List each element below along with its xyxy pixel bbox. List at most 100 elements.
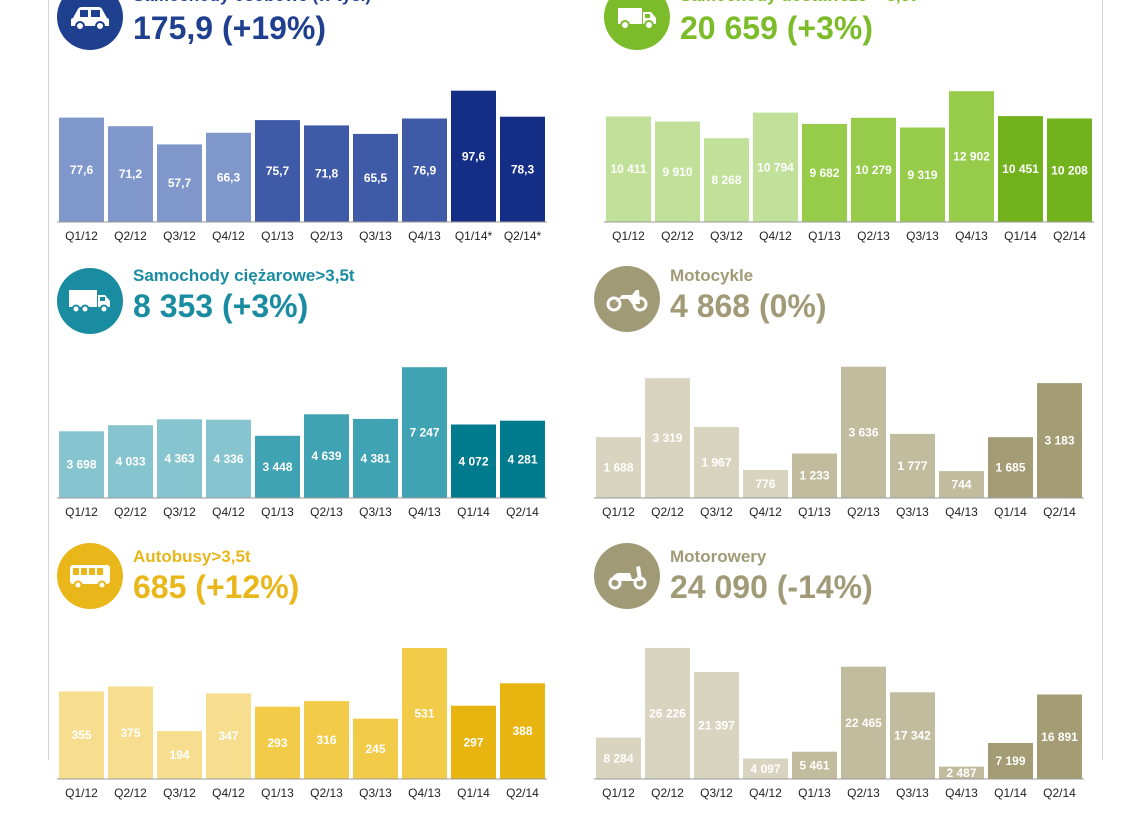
bus-icon	[70, 565, 110, 590]
x-tick-label: Q1/13	[261, 786, 294, 800]
data-label: 65,5	[364, 171, 388, 185]
bar	[500, 420, 545, 498]
data-label: 4 363	[164, 452, 194, 466]
bar	[206, 419, 251, 498]
data-label: 9 910	[662, 165, 692, 179]
x-tick-label: Q4/13	[408, 229, 441, 243]
bar	[606, 116, 651, 222]
icon-badge	[604, 0, 670, 50]
bar	[988, 437, 1033, 498]
x-tick-label: Q2/12	[651, 786, 684, 800]
data-label: 10 794	[757, 160, 794, 174]
x-tick-label: Q1/14*	[455, 229, 493, 243]
data-label: 194	[169, 748, 189, 762]
category-name: Samochody ciężarowe>3,5t	[133, 266, 355, 285]
data-label: 77,6	[70, 163, 94, 177]
x-tick-label: Q1/14	[457, 505, 490, 519]
bar	[949, 91, 994, 222]
icon-badge	[594, 266, 660, 332]
x-tick-label: Q2/14	[1043, 505, 1076, 519]
data-label: 245	[365, 742, 385, 756]
x-tick-label: Q4/12	[749, 786, 782, 800]
x-tick-label: Q1/12	[65, 786, 98, 800]
van-icon	[618, 8, 656, 30]
panel-delivery-vans: Samochody dostawcze < 3,5t 20 659 (+3%) …	[604, 0, 1104, 248]
bar	[939, 471, 984, 498]
x-tick-label: Q1/13	[798, 505, 831, 519]
data-label: 26 226	[649, 706, 686, 720]
bar	[596, 437, 641, 498]
data-label: 776	[755, 477, 775, 491]
category-total: 20 659 (+3%)	[680, 10, 874, 46]
x-tick-label: Q3/12	[710, 229, 743, 243]
x-tick-label: Q2/14	[1053, 229, 1086, 243]
x-tick-label: Q4/12	[759, 229, 792, 243]
data-label: 1 967	[701, 456, 731, 470]
x-tick-label: Q1/12	[65, 229, 98, 243]
x-tick-label: Q2/13	[310, 229, 343, 243]
bar	[304, 414, 349, 498]
data-label: 531	[414, 707, 434, 721]
icon-badge	[57, 268, 123, 334]
x-tick-label: Q1/14	[457, 786, 490, 800]
bar	[1047, 118, 1092, 222]
data-label: 3 636	[848, 425, 878, 439]
data-label: 76,9	[413, 163, 437, 177]
x-tick-label: Q3/13	[359, 786, 392, 800]
bar-chart: 8 284 Q1/12 26 226 Q2/12 21 397 Q3/12 4 097 Q4/…	[594, 647, 1084, 800]
x-tick-label: Q2/12	[651, 505, 684, 519]
x-tick-label: Q4/12	[212, 786, 245, 800]
icon-badge	[57, 0, 123, 50]
icon-badge	[594, 543, 660, 609]
x-tick-label: Q2/14	[506, 505, 539, 519]
page-border-left	[48, 0, 49, 760]
bar	[802, 123, 847, 222]
bar-chart: 10 411 Q1/12 9 910 Q2/12 8 268 Q3/12 10 794 Q4/…	[604, 91, 1094, 243]
data-label: 355	[71, 728, 91, 742]
x-tick-label: Q3/12	[163, 786, 196, 800]
category-total: 685 (+12%)	[133, 569, 300, 605]
bar	[655, 121, 700, 222]
data-label: 3 698	[66, 458, 96, 472]
bar-chart: 1 688 Q1/12 3 319 Q2/12 1 967 Q3/12 776 Q4/12 1 …	[594, 366, 1084, 519]
category-total: 175,9 (+19%)	[133, 10, 327, 46]
x-tick-label: Q2/14	[506, 786, 539, 800]
data-label: 71,2	[119, 167, 143, 181]
bar	[451, 424, 496, 498]
data-label: 744	[951, 478, 971, 492]
category-total: 4 868 (0%)	[670, 288, 827, 324]
category-total: 24 090 (-14%)	[670, 569, 873, 605]
bar	[645, 647, 690, 779]
x-tick-label: Q2/12	[114, 229, 147, 243]
x-tick-label: Q1/14	[1004, 229, 1037, 243]
data-label: 97,6	[462, 149, 486, 163]
data-label: 8 284	[603, 751, 633, 765]
data-label: 66,3	[217, 170, 241, 184]
data-label: 78,3	[511, 162, 535, 176]
x-tick-label: Q4/13	[955, 229, 988, 243]
data-label: 7 247	[409, 426, 439, 440]
x-tick-label: Q3/12	[163, 505, 196, 519]
category-name: Samochody dostawcze < 3,5t	[680, 0, 916, 6]
x-tick-label: Q4/12	[212, 505, 245, 519]
x-tick-label: Q4/13	[408, 505, 441, 519]
x-tick-label: Q3/13	[896, 505, 929, 519]
x-tick-label: Q2/12	[114, 786, 147, 800]
x-tick-label: Q4/13	[945, 786, 978, 800]
data-label: 4 281	[507, 452, 537, 466]
data-label: 12 902	[953, 150, 990, 164]
panel-mopeds: Motorowery 24 090 (-14%) 8 284 Q1/12 26 22…	[594, 543, 1094, 813]
x-tick-label: Q2/13	[310, 786, 343, 800]
x-tick-label: Q2/12	[661, 229, 694, 243]
data-label: 2 487	[946, 766, 976, 780]
data-label: 75,7	[266, 164, 290, 178]
x-tick-label: Q2/13	[310, 505, 343, 519]
x-tick-label: Q1/14	[994, 505, 1027, 519]
x-tick-label: Q4/13	[408, 786, 441, 800]
bar	[792, 453, 837, 498]
data-label: 316	[316, 733, 336, 747]
bar	[304, 125, 349, 222]
panel-trucks: Samochody ciężarowe>3,5t 8 353 (+3%) 3 6…	[57, 262, 557, 532]
truck-icon	[69, 290, 110, 314]
x-tick-label: Q4/12	[212, 229, 245, 243]
